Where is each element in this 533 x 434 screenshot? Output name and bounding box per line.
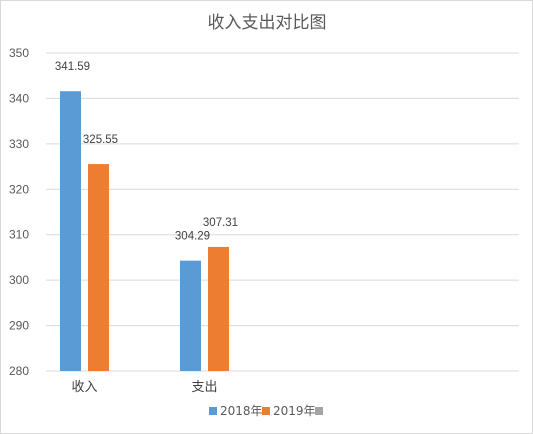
bar [180, 260, 201, 371]
legend-swatch [315, 407, 323, 415]
y-tick-label: 350 [9, 46, 29, 60]
y-tick-label: 290 [9, 319, 29, 333]
bars [60, 91, 229, 371]
legend-label: 2018年 [220, 404, 263, 418]
data-labels: 341.59 325.55 304.29 307.31 [55, 61, 238, 242]
bar [60, 91, 81, 371]
bar [88, 164, 109, 371]
y-tick-label: 320 [9, 182, 29, 196]
x-axis-categories: 收入 支出 [71, 380, 217, 395]
data-label: 304.29 [175, 231, 210, 243]
legend: 2018年 2019年 [209, 404, 323, 418]
y-axis-ticks: 280 290 300 310 320 330 340 350 [9, 46, 29, 378]
y-tick-label: 340 [9, 91, 29, 105]
y-tick-label: 310 [9, 228, 29, 242]
data-label: 307.31 [203, 217, 238, 229]
bar [208, 246, 229, 371]
y-tick-label: 330 [9, 137, 29, 151]
gridlines [46, 52, 519, 372]
x-category-label: 支出 [191, 380, 217, 395]
chart-title: 收入支出对比图 [208, 13, 327, 33]
legend-swatch [209, 407, 217, 415]
legend-swatch [262, 407, 270, 415]
data-label: 325.55 [83, 134, 118, 146]
legend-label: 2019年 [273, 404, 316, 418]
data-label: 341.59 [55, 61, 90, 73]
y-tick-label: 280 [9, 364, 29, 378]
y-tick-label: 300 [9, 273, 29, 287]
x-category-label: 收入 [71, 380, 97, 395]
